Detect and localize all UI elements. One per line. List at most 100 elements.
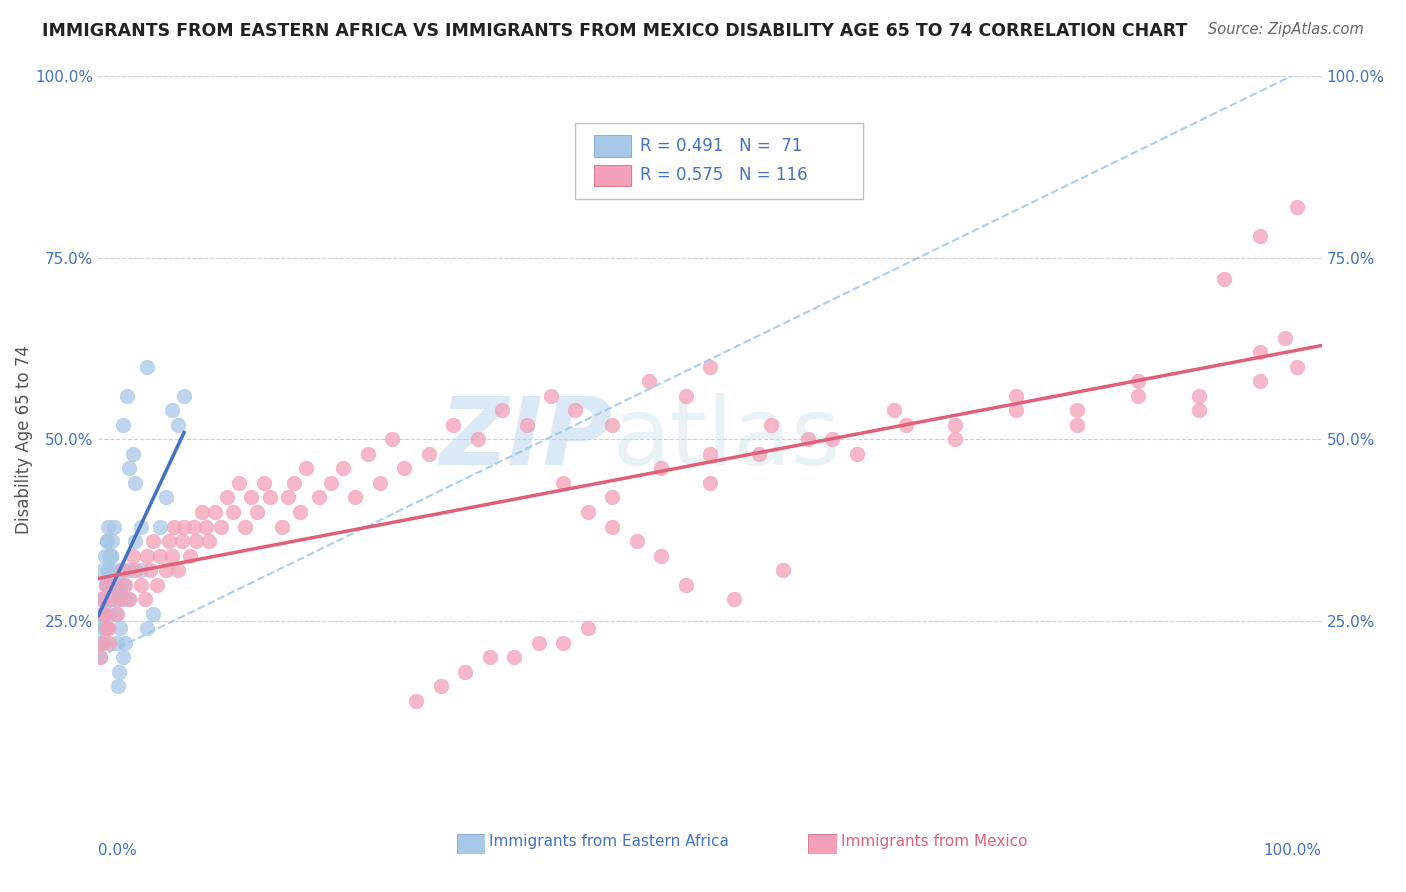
Point xyxy=(197,534,219,549)
Point xyxy=(111,417,134,432)
Point xyxy=(104,578,127,592)
Y-axis label: Disability Age 65 to 74: Disability Age 65 to 74 xyxy=(15,345,34,533)
Point xyxy=(96,621,118,635)
Point xyxy=(1128,389,1150,403)
Point xyxy=(90,636,112,650)
Point xyxy=(600,491,623,505)
Point xyxy=(121,447,143,461)
Point xyxy=(101,578,124,592)
Point xyxy=(160,549,183,563)
Point xyxy=(748,447,770,461)
Point xyxy=(186,534,208,549)
Bar xyxy=(593,164,630,186)
Text: IMMIGRANTS FROM EASTERN AFRICA VS IMMIGRANTS FROM MEXICO DISABILITY AGE 65 TO 74: IMMIGRANTS FROM EASTERN AFRICA VS IMMIGR… xyxy=(42,22,1188,40)
Text: Immigrants from Eastern Africa: Immigrants from Eastern Africa xyxy=(489,834,730,848)
Point xyxy=(97,519,120,533)
Point xyxy=(650,549,672,563)
Point xyxy=(96,592,118,607)
Point xyxy=(114,578,136,592)
Point xyxy=(98,563,121,577)
Point xyxy=(277,491,299,505)
Point xyxy=(1249,228,1271,243)
Point xyxy=(118,592,141,607)
Point xyxy=(160,403,183,417)
Point xyxy=(637,374,661,388)
Point xyxy=(111,592,134,607)
Point xyxy=(418,447,440,461)
Point xyxy=(1249,374,1271,388)
FancyBboxPatch shape xyxy=(575,123,863,200)
Point xyxy=(1066,417,1088,432)
Point xyxy=(430,680,453,694)
Point xyxy=(101,534,124,549)
Point xyxy=(943,432,966,446)
Point xyxy=(134,592,156,607)
Point xyxy=(105,636,128,650)
Point xyxy=(170,534,193,549)
Point xyxy=(94,578,117,592)
Point xyxy=(91,636,114,650)
Point xyxy=(600,519,623,533)
Point xyxy=(114,636,136,650)
Point xyxy=(93,621,115,635)
Point xyxy=(650,461,672,475)
Point xyxy=(699,447,721,461)
Point xyxy=(167,563,190,577)
Point xyxy=(93,607,115,621)
Point xyxy=(149,519,172,533)
Point xyxy=(110,578,132,592)
Point xyxy=(124,563,146,577)
Point xyxy=(110,592,132,607)
Point xyxy=(136,621,159,635)
Point xyxy=(179,549,201,563)
Point xyxy=(1066,403,1088,417)
Point xyxy=(121,549,143,563)
Point xyxy=(797,432,820,446)
Point xyxy=(146,578,169,592)
Point xyxy=(97,621,120,635)
Point xyxy=(295,461,318,475)
Point xyxy=(100,592,122,607)
Point xyxy=(115,389,138,403)
Point xyxy=(94,592,117,607)
Point xyxy=(772,563,794,577)
Point xyxy=(626,534,648,549)
Point xyxy=(515,417,537,432)
Point xyxy=(93,621,115,635)
Point xyxy=(142,534,165,549)
Point xyxy=(699,475,721,490)
Point xyxy=(155,563,177,577)
Point xyxy=(215,491,238,505)
Point xyxy=(381,432,404,446)
Point xyxy=(101,592,124,607)
Point xyxy=(105,607,128,621)
Point xyxy=(91,607,114,621)
Point xyxy=(91,636,114,650)
Text: R = 0.491   N =  71: R = 0.491 N = 71 xyxy=(640,136,803,154)
Point xyxy=(894,417,917,432)
Point xyxy=(1286,359,1309,374)
Point xyxy=(104,607,127,621)
Point xyxy=(93,549,115,563)
Point xyxy=(149,549,172,563)
Point xyxy=(392,461,416,475)
Point xyxy=(1188,403,1211,417)
Point xyxy=(368,475,391,490)
Point xyxy=(308,491,330,505)
Point xyxy=(89,650,111,665)
Point xyxy=(118,563,141,577)
Point xyxy=(553,475,575,490)
Point xyxy=(209,519,232,533)
Point xyxy=(173,519,195,533)
Point xyxy=(503,650,526,665)
Point xyxy=(94,578,117,592)
Point xyxy=(157,534,180,549)
Point xyxy=(1128,374,1150,388)
Point xyxy=(943,417,966,432)
Point xyxy=(97,563,120,577)
Point xyxy=(478,650,501,665)
Point xyxy=(195,519,218,533)
Point xyxy=(441,417,464,432)
Point xyxy=(101,592,124,607)
Point xyxy=(91,592,114,607)
